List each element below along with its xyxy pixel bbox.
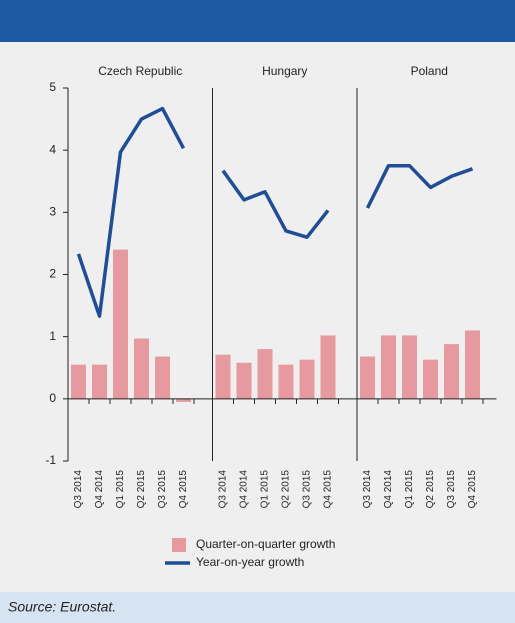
y-tick-label: 0 (49, 391, 56, 405)
legend-label: Year-on-year growth (196, 555, 304, 569)
x-tick-label: Q4 2014 (94, 470, 105, 509)
y-tick-label: 4 (49, 142, 56, 156)
x-tick-label: Q4 2015 (323, 470, 334, 509)
bar (236, 362, 252, 399)
x-tick-label: Q4 2015 (178, 470, 189, 509)
x-tick-label: Q2 2015 (425, 470, 436, 509)
x-tick-label: Q4 2014 (383, 470, 394, 509)
bar (402, 335, 417, 399)
x-tick-label: Q2 2015 (136, 470, 147, 509)
x-tick-label: Q1 2015 (260, 470, 271, 509)
bar (444, 344, 459, 399)
line (221, 169, 330, 239)
x-tick-label: Q2 2015 (281, 470, 292, 509)
bar (320, 335, 336, 399)
y-tick-label: -1 (45, 453, 56, 467)
x-tick-label: Q3 2014 (218, 470, 229, 509)
y-tick-label: 5 (49, 80, 56, 94)
chart-background (0, 42, 515, 592)
line (76, 106, 186, 318)
bar (71, 364, 86, 399)
bar (257, 349, 273, 399)
bar (134, 338, 149, 399)
y-tick-label: 1 (49, 329, 56, 343)
x-tick-label: Q4 2014 (239, 470, 250, 509)
bar (92, 364, 107, 399)
bar (423, 359, 438, 399)
bar (360, 356, 375, 399)
panel-title: Hungary (262, 64, 307, 78)
x-tick-label: Q1 2015 (404, 470, 415, 509)
x-tick-label: Q3 2015 (446, 470, 457, 509)
x-tick-label: Q1 2015 (115, 470, 126, 509)
x-tick-label: Q3 2014 (73, 470, 84, 509)
x-tick-label: Q3 2014 (362, 470, 373, 509)
legend-swatch (172, 538, 186, 552)
bar (176, 398, 191, 402)
header-band (0, 0, 515, 42)
bar (155, 356, 170, 399)
bar (299, 359, 315, 399)
legend-label: Quarter-on-quarter growth (196, 537, 335, 551)
x-tick-label: Q3 2015 (302, 470, 313, 509)
source-band (0, 592, 515, 623)
source: Source: Eurostat. (8, 599, 116, 615)
bar (381, 335, 396, 399)
bar (278, 364, 294, 399)
bar (465, 330, 480, 399)
bar (113, 249, 128, 399)
panel-title: Czech Republic (98, 64, 182, 78)
x-tick-label: Q4 2015 (467, 470, 478, 509)
line (365, 163, 474, 209)
y-tick-label: 3 (49, 205, 56, 219)
y-tick-label: 2 (49, 267, 56, 281)
x-tick-label: Q3 2015 (157, 470, 168, 509)
panel-title: Poland (411, 64, 448, 78)
bar (215, 354, 231, 399)
